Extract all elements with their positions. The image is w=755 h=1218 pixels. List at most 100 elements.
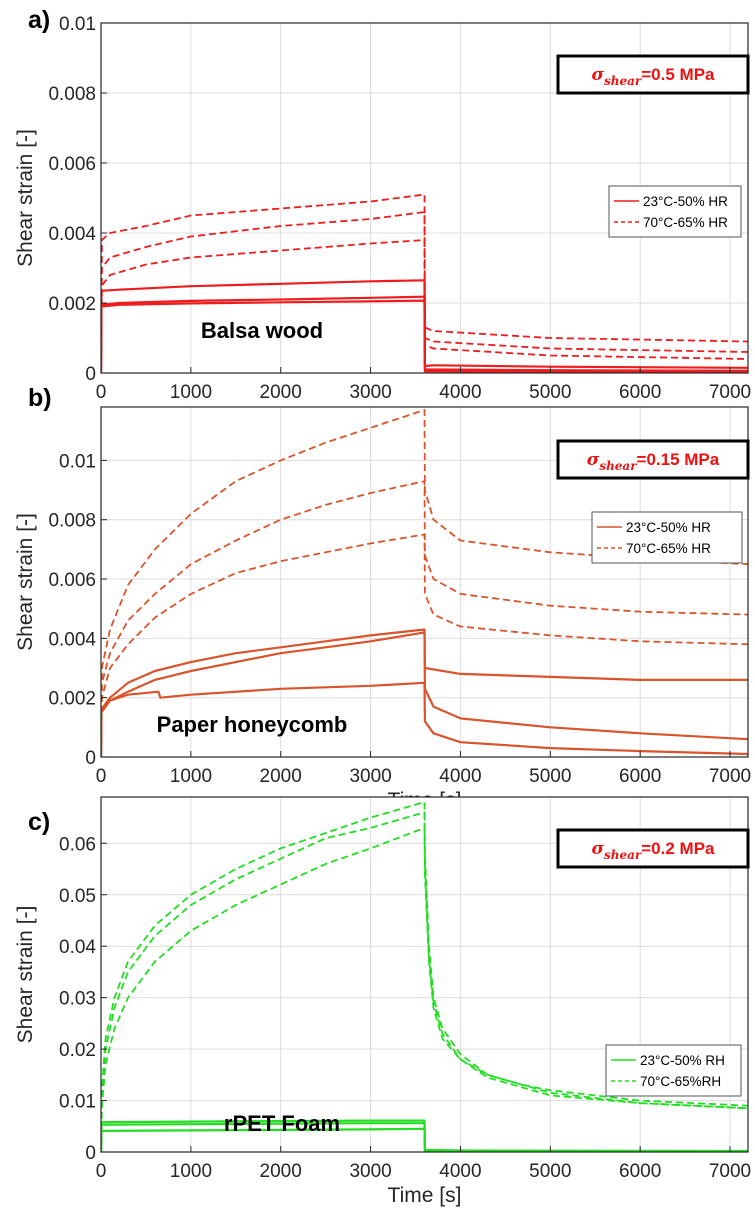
x-tick-label: 2000 [260,382,302,403]
stress-annotation: σshear=0.5 MPa [591,65,715,88]
x-tick-label: 1000 [170,766,212,787]
x-tick-label: 1000 [170,1161,212,1182]
y-tick-label: 0.006 [48,154,96,175]
x-tick-label: 4000 [439,382,481,403]
legend-box [591,511,743,564]
x-tick-label: 0 [96,382,107,403]
series-line-6 [101,239,748,373]
legend-entry-1: 23°C-50% RH [640,1053,725,1068]
series-line-3 [101,681,748,757]
legend-box [608,185,742,238]
stress-annotation: σshear=0.15 MPa [587,450,720,473]
stress-symbol: σ [591,839,604,859]
y-tick-label: 0.06 [59,834,96,855]
y-tick-label: 0.006 [48,570,96,591]
legend-entry-1: 23°C-50% HR [626,520,711,535]
legend-entry-2: 70°C-65% HR [626,541,711,556]
series-group [101,801,748,1152]
series-line-5 [101,211,748,373]
y-tick-label: 0 [85,748,96,769]
y-tick-label: 0.008 [48,511,96,532]
x-tick-label: 7000 [709,766,751,787]
y-tick-label: 0.03 [59,989,96,1010]
x-tick-label: 3000 [349,766,391,787]
x-tick-label: 4000 [439,766,481,787]
y-tick-label: 0 [85,364,96,385]
panel-label: a) [28,6,50,34]
stress-subscript: shear [604,74,643,88]
series-line-1 [101,279,748,373]
x-tick-label: 2000 [260,1161,302,1182]
y-tick-label: 0.004 [48,224,96,245]
y-tick-label: 0.004 [48,629,96,650]
x-tick-label: 2000 [260,766,302,787]
series-line-5 [101,480,748,757]
y-axis-label: Shear strain [-] [14,513,37,651]
panel-label: c) [28,808,50,836]
chart-panel-2: b) 0 1000 2000 3000 4000 5000 6000 7000 0 0.002 0.0… [14,384,751,812]
axes-box [100,22,749,374]
series-line-4 [101,193,748,373]
y-tick-label: 0.01 [59,14,96,35]
x-tick-label: 5000 [529,1161,571,1182]
x-tick-label: 6000 [619,382,661,403]
stress-subscript: shear [604,848,643,862]
stress-symbol: σ [587,450,600,470]
y-tick-label: 0 [85,1143,96,1164]
chart-panel-3: c) 0 1000 2000 3000 4000 5000 6000 7000 0 0.01 0.02… [14,796,751,1207]
axes-box [100,796,749,1153]
x-tick-label: 0 [96,766,107,787]
series-group [101,193,748,373]
series-line-4 [101,409,748,757]
x-tick-label: 7000 [709,382,751,403]
series-line-6 [101,533,748,757]
stress-value: =0.15 MPa [637,450,720,469]
y-tick-label: 0.05 [59,886,96,907]
x-tick-label: 3000 [349,382,391,403]
series-line-5 [101,811,748,1152]
series-line-4 [101,801,748,1152]
x-tick-label: 1000 [170,382,212,403]
x-tick-label: 6000 [619,766,661,787]
x-tick-label: 5000 [529,766,571,787]
chart-panel-1: a) 0 1000 2000 3000 4000 5000 6000 7000 0 0.002 0.0… [14,6,751,428]
axes-box [100,406,749,758]
x-tick-label: 6000 [619,1161,661,1182]
x-tick-label: 4000 [439,1161,481,1182]
y-tick-label: 0.008 [48,84,96,105]
x-axis-label: Time [s] [388,1184,462,1207]
y-tick-label: 0.002 [48,689,96,710]
y-tick-label: 0.01 [59,1092,96,1113]
stress-box [556,439,750,480]
y-tick-label: 0.02 [59,1040,96,1061]
x-tick-label: 5000 [529,382,571,403]
material-label: Balsa wood [201,318,323,343]
stress-value: =0.2 MPa [641,839,715,858]
stress-box [556,828,750,869]
y-tick-label: 0.002 [48,294,96,315]
series-line-6 [101,827,748,1152]
legend-entry-2: 70°C-65%RH [640,1074,721,1089]
stress-annotation: σshear=0.2 MPa [591,839,715,862]
x-tick-label: 7000 [709,1161,751,1182]
series-line-2 [101,631,748,757]
y-tick-label: 0.01 [59,451,96,472]
stress-symbol: σ [591,65,604,85]
series-line-2 [101,295,748,373]
y-tick-label: 0.04 [59,937,96,958]
x-tick-label: 3000 [349,1161,391,1182]
panel-label: b) [28,384,52,412]
series-line-3 [101,299,748,373]
y-axis-label: Shear strain [-] [14,906,37,1044]
series-group [101,409,748,757]
stress-value: =0.5 MPa [641,65,715,84]
material-label: rPET Foam [224,1111,340,1136]
y-axis-label: Shear strain [-] [14,129,37,267]
stress-subscript: shear [599,459,638,473]
legend-box [605,1044,742,1097]
legend-entry-2: 70°C-65% HR [643,215,728,230]
material-label: Paper honeycomb [157,712,348,737]
x-tick-label: 0 [96,1161,107,1182]
legend-entry-1: 23°C-50% HR [643,194,728,209]
